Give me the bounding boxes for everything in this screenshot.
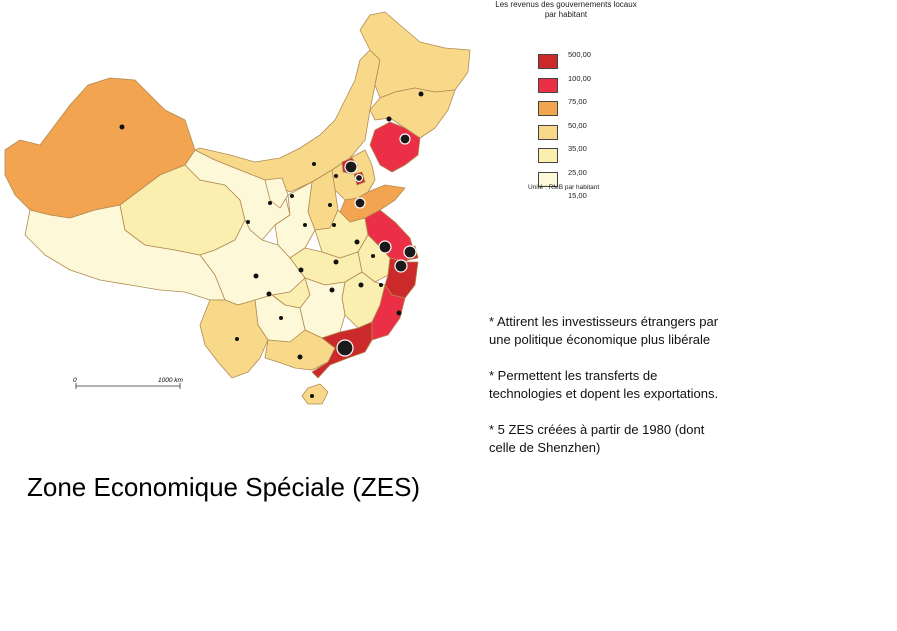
- capital-marker: [358, 282, 364, 288]
- capital-marker: [334, 174, 338, 178]
- capital-marker: [312, 162, 316, 166]
- capital-marker: [298, 267, 304, 273]
- capital-marker: [333, 259, 339, 265]
- city-marker: [344, 160, 358, 174]
- legend-row: 500,00: [538, 50, 638, 72]
- capital-marker: [354, 239, 360, 245]
- capital-marker: [268, 201, 272, 205]
- capital-marker: [332, 223, 336, 227]
- legend-swatch: [538, 101, 558, 116]
- province-ningxia: [264, 177, 289, 209]
- legend-row: 50,00: [538, 121, 638, 143]
- legend-swatch: [538, 54, 558, 69]
- legend-value: 25,00: [568, 167, 587, 177]
- legend-row: 25,00: [538, 168, 638, 190]
- scale-bar: [75, 383, 181, 389]
- note-2: * Permettent les transferts de technolog…: [489, 368, 719, 401]
- capital-marker: [328, 203, 332, 207]
- capital-markers: [119, 91, 424, 398]
- legend-title-line2: par habitant: [544, 10, 588, 19]
- map-legend: Les revenus des gouvernements locaux par…: [486, 0, 646, 200]
- capital-marker: [290, 194, 294, 198]
- legend-classes: 500,00 100,00 75,00 50,00 35,00 25,00 15,00: [486, 32, 646, 200]
- legend-swatch: [538, 171, 558, 187]
- legend-row: 100,00: [538, 74, 638, 96]
- legend-value: 75,00: [568, 97, 587, 106]
- legend-value: 50,00: [568, 120, 587, 130]
- major-city-markers: [336, 133, 417, 357]
- capital-marker: [386, 116, 392, 122]
- notes: * Attirent les investisseurs étrangers p…: [489, 313, 729, 475]
- legend-value: 500,00: [568, 50, 591, 59]
- capital-marker: [310, 394, 314, 398]
- legend-swatch: [538, 148, 558, 163]
- capital-marker: [279, 316, 283, 320]
- city-marker: [336, 339, 354, 357]
- province-hebei: [331, 149, 376, 201]
- capital-marker: [329, 287, 335, 293]
- capital-marker: [253, 273, 259, 279]
- capital-marker: [119, 124, 125, 130]
- province-heilongjiang: [359, 11, 471, 99]
- legend-swatch: [538, 77, 558, 93]
- city-marker: [378, 240, 392, 254]
- province-hainan: [301, 383, 329, 405]
- note-3: * 5 ZES créées à partir de 1980 (dont ce…: [489, 422, 705, 455]
- province-yunnan: [199, 299, 269, 379]
- city-marker: [403, 245, 417, 259]
- capital-marker: [418, 91, 424, 97]
- main-title: Zone Economique Spéciale (ZES): [27, 472, 421, 502]
- scale-start-label: 0: [73, 377, 77, 384]
- legend-swatch: [538, 124, 558, 140]
- capital-marker: [235, 337, 239, 341]
- legend-value: 100,00: [568, 73, 591, 83]
- city-marker: [354, 197, 366, 209]
- capital-marker: [266, 291, 272, 297]
- capital-marker: [379, 283, 383, 287]
- legend-title-line1: Les revenus des gouvernements locaux: [495, 0, 637, 9]
- legend-value: 35,00: [568, 144, 587, 153]
- legend-row: 75,00: [538, 97, 638, 119]
- note-1: * Attirent les investisseurs étrangers p…: [489, 314, 719, 347]
- capital-marker: [371, 254, 375, 258]
- capital-marker: [246, 220, 250, 224]
- legend-row: 35,00: [538, 144, 638, 166]
- legend-value: 15,00: [568, 191, 587, 200]
- city-marker: [354, 173, 364, 183]
- capital-marker: [297, 354, 303, 360]
- city-marker: [399, 133, 411, 145]
- capital-marker: [396, 310, 402, 316]
- scale-end-label: 1000 km: [158, 377, 183, 384]
- capital-marker: [303, 223, 307, 227]
- legend-row: 15,00: [538, 191, 638, 213]
- legend-unit: Unité : RMB par habitant: [528, 184, 600, 191]
- city-marker: [394, 259, 408, 273]
- china-map: [4, 11, 471, 405]
- province-jilin: [369, 87, 456, 139]
